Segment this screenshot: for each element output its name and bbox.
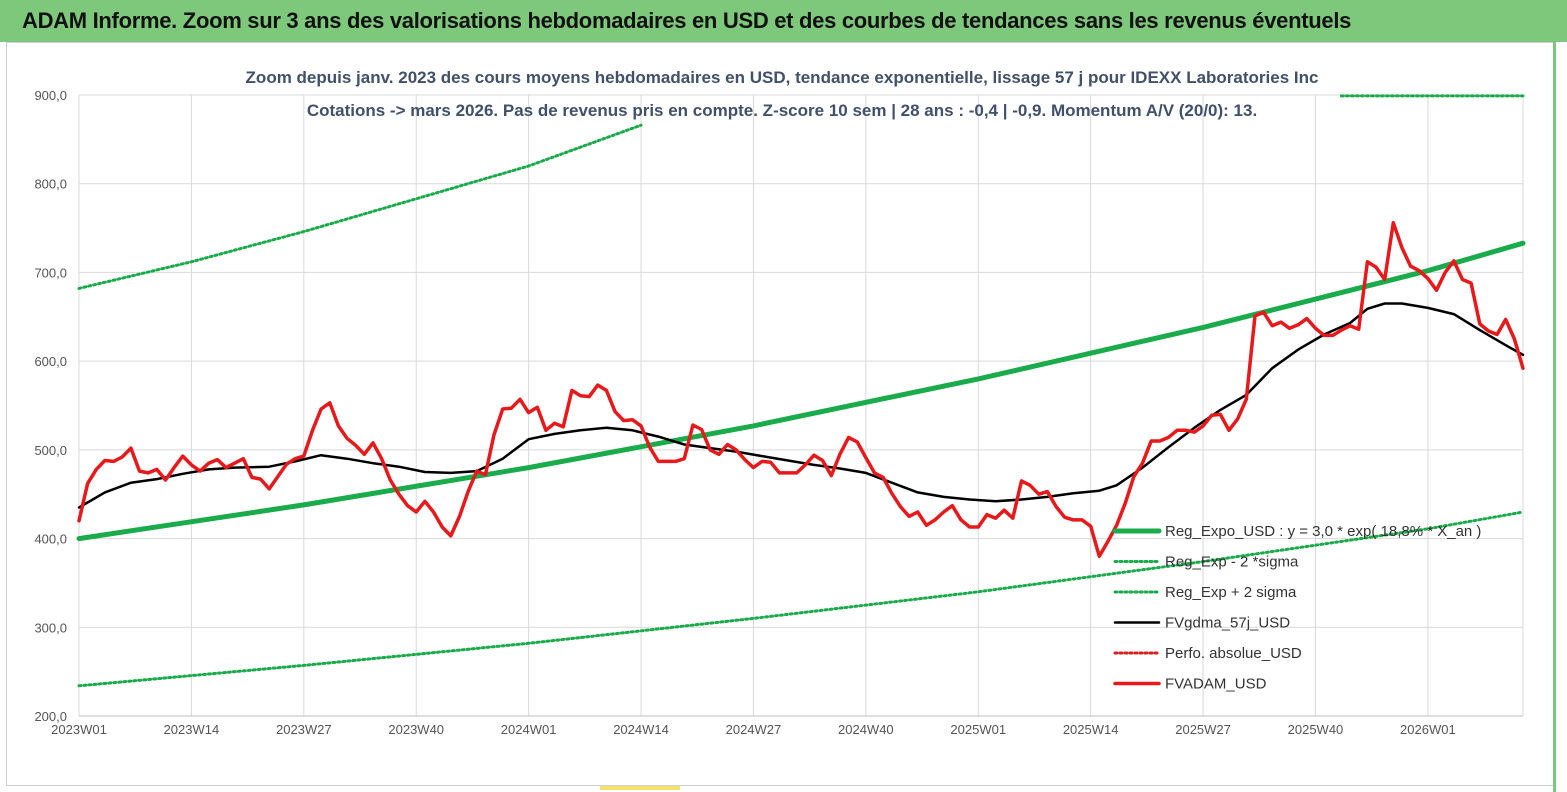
- y-tick-label: 800,0: [34, 177, 67, 192]
- legend: Reg_Expo_USD : y = 3,0 * exp( 18,8% * X_…: [1112, 523, 1481, 693]
- title-banner: ADAM Informe. Zoom sur 3 ans des valoris…: [0, 0, 1567, 42]
- legend-label: FVADAM_USD: [1165, 676, 1267, 693]
- x-tick-label: 2024W27: [726, 722, 782, 737]
- x-tick-label: 2025W01: [950, 722, 1006, 737]
- x-tick-label: 2025W40: [1288, 722, 1344, 737]
- series-line-fvadam-usd: [77, 220, 1525, 559]
- x-tick-label: 2023W40: [388, 722, 444, 737]
- y-axis-ticks: 200,0 300,0 400,0 500,0 600,0 700,0 800,0 900,0: [34, 88, 67, 724]
- x-tick-label: 2026W01: [1400, 722, 1456, 737]
- y-tick-label: 900,0: [34, 88, 67, 103]
- x-tick-label: 2023W14: [164, 722, 220, 737]
- chart-frame: [6, 42, 1556, 786]
- legend-label: Reg_Exp - 2 *sigma: [1165, 554, 1299, 571]
- y-tick-label: 500,0: [34, 443, 67, 458]
- legend-label: Reg_Expo_USD : y = 3,0 * exp( 18,8% * X_…: [1165, 523, 1481, 540]
- series-line-reg-exp-2-sigma: [77, 510, 1525, 688]
- x-tick-label: 2023W01: [51, 722, 107, 737]
- series-line-fvgdma-57j-usd: [77, 302, 1525, 509]
- legend-label: FVgdma_57j_USD: [1165, 615, 1290, 632]
- legend-label: Reg_Exp + 2 sigma: [1165, 584, 1297, 601]
- x-tick-label: 2025W14: [1063, 722, 1119, 737]
- y-tick-label: 700,0: [34, 265, 67, 280]
- right-border: [1553, 42, 1567, 792]
- y-tick-label: 200,0: [34, 709, 67, 724]
- x-axis-ticks: 2023W01 2023W14 2023W27 2023W40 2024W01 2024W…: [51, 722, 1456, 737]
- series-lines: [76, 94, 1526, 688]
- series-line-reg-expo-usd-y-3-0-exp-18-8-x-an: [76, 240, 1526, 542]
- x-tick-label: 2023W27: [276, 722, 332, 737]
- legend-label: Perfo. absolue_USD: [1165, 645, 1302, 662]
- y-tick-label: 300,0: [34, 620, 67, 635]
- y-tick-label: 400,0: [34, 532, 67, 547]
- chart-subtitle-line2: Cotations -> mars 2026. Pas de revenus p…: [307, 101, 1257, 120]
- chart-subtitle-line1: Zoom depuis janv. 2023 des cours moyens …: [246, 68, 1319, 87]
- x-tick-label: 2025W27: [1175, 722, 1231, 737]
- grid-lines: [78, 94, 1524, 717]
- bottom-accent: [600, 786, 680, 790]
- page-title: ADAM Informe. Zoom sur 3 ans des valoris…: [22, 8, 1352, 33]
- series-line-reg-exp-2-sigma: [77, 123, 643, 290]
- x-tick-label: 2024W01: [501, 722, 557, 737]
- x-tick-label: 2024W40: [838, 722, 894, 737]
- y-tick-label: 600,0: [34, 354, 67, 369]
- x-tick-label: 2024W14: [613, 722, 669, 737]
